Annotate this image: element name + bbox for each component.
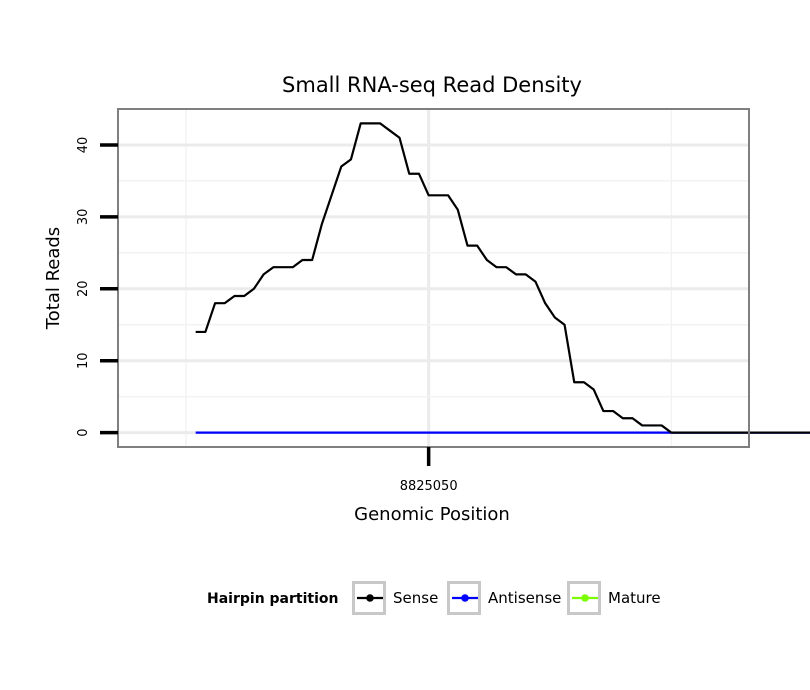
legend-key-point [581,594,589,602]
plot-frame [117,108,750,448]
legend-item-sense: Sense [352,581,438,615]
legend-item-mature: Mature [567,581,661,615]
chart-title: Small RNA-seq Read Density [282,73,582,97]
legend-label-sense: Sense [393,589,438,607]
legend-item-antisense: Antisense [447,581,561,615]
y-tick-label: 30 [76,209,91,226]
y-tick-label: 10 [76,352,91,369]
legend-label-mature: Mature [608,589,661,607]
x-tick-label: 8825050 [400,479,458,494]
legend-title: Hairpin partition [207,591,338,607]
series-sense [195,122,810,434]
sense-line [195,122,810,434]
axis-ticks: 010203040882505088250008824950 [76,137,458,494]
series-layer [195,122,810,434]
y-tick-label: 40 [76,137,91,154]
grid-lines [118,109,749,447]
y-tick-label: 20 [76,281,91,298]
legend-key-point [461,594,469,602]
legend-label-antisense: Antisense [488,589,561,607]
x-axis-label: Genomic Position [354,504,510,525]
y-tick-label: 0 [76,428,91,436]
legend: Hairpin partition Sense Antisense Mature [207,581,661,615]
legend-key-point [366,594,374,602]
y-axis-label: Total Reads [43,227,64,330]
